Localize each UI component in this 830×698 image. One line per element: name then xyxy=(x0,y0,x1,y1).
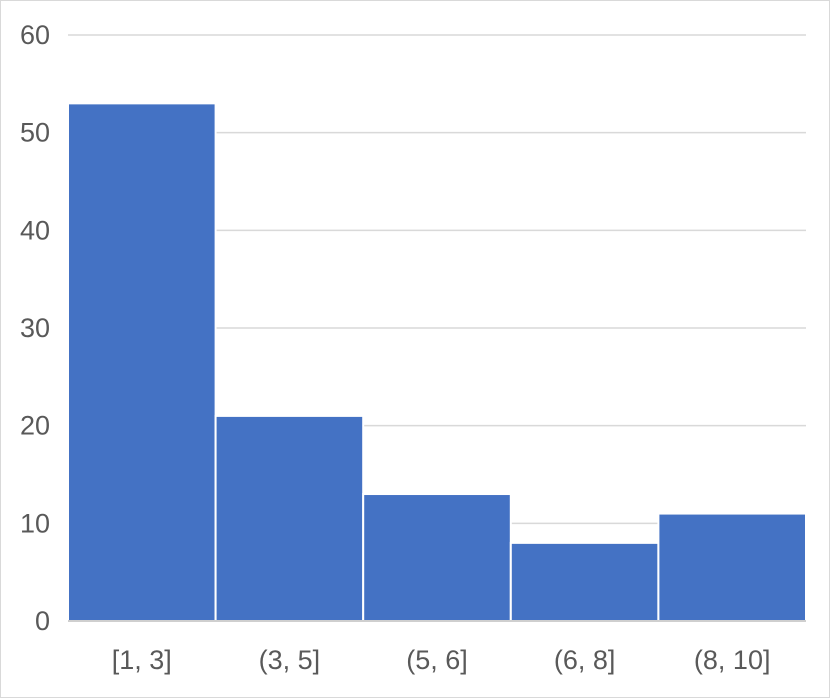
bar-1 xyxy=(214,414,365,622)
x-category-label: (6, 8] xyxy=(554,645,616,675)
y-tick-label: 30 xyxy=(20,313,50,343)
x-category-label: (3, 5] xyxy=(259,645,321,675)
y-tick-label: 0 xyxy=(35,606,50,636)
y-tick-label: 20 xyxy=(20,411,50,441)
y-tick-label: 60 xyxy=(20,20,50,50)
x-category-label: (8, 10] xyxy=(694,645,771,675)
bar-4 xyxy=(657,512,808,622)
x-category-label: [1, 3] xyxy=(112,645,172,675)
bar-3 xyxy=(509,541,660,622)
x-category-labels: [1, 3] (3, 5] (5, 6] (6, 8] (8, 10] xyxy=(112,645,771,675)
y-tick-label: 50 xyxy=(20,118,50,148)
y-tick-labels: 0 10 20 30 40 50 60 xyxy=(20,20,50,636)
bar-0 xyxy=(67,102,217,623)
bars-layer xyxy=(67,102,808,623)
bar-2 xyxy=(362,493,512,622)
x-category-label: (5, 6] xyxy=(406,645,468,675)
y-tick-label: 10 xyxy=(20,508,50,538)
y-tick-label: 40 xyxy=(20,215,50,245)
